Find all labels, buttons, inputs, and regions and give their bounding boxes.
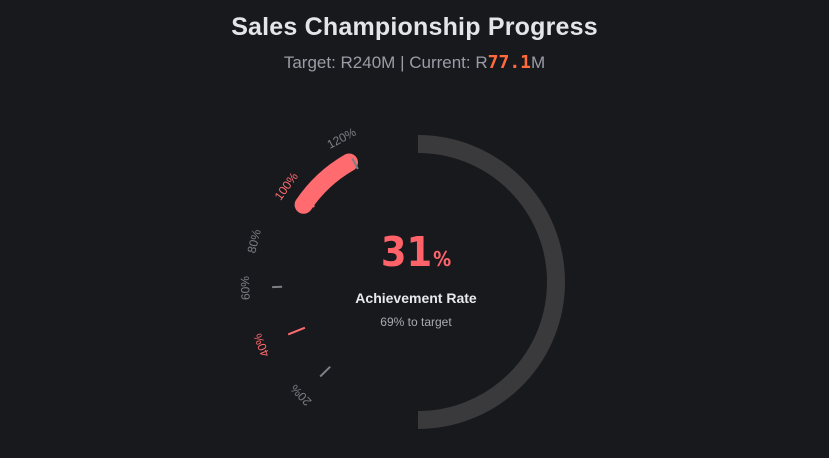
header: Sales Championship Progress Target: R240… bbox=[0, 0, 829, 73]
tick-120-label: 120% bbox=[325, 125, 359, 152]
tick-20-label: 20% bbox=[287, 381, 314, 408]
tick-40-label: 40% bbox=[250, 331, 272, 359]
percent-unit: % bbox=[433, 247, 452, 271]
gauge-center: 31% Achievement Rate 69% to target bbox=[316, 228, 516, 329]
tick-100-mark bbox=[304, 198, 315, 208]
achievement-label: Achievement Rate bbox=[355, 290, 477, 306]
page-title: Sales Championship Progress bbox=[231, 13, 598, 41]
tick-120-mark bbox=[351, 157, 359, 170]
gauge-progress-arc bbox=[294, 153, 358, 214]
remaining-label: 69% to target bbox=[380, 315, 452, 329]
tick-80-label: 80% bbox=[244, 228, 263, 255]
current-suffix: M bbox=[531, 53, 546, 72]
tick-100-label: 100% bbox=[272, 170, 302, 203]
tick-40-mark bbox=[287, 326, 306, 336]
tick-20-mark bbox=[319, 365, 331, 378]
separator: | bbox=[400, 53, 405, 72]
current-prefix: Current: R bbox=[409, 53, 488, 72]
current-value: 77.1 bbox=[487, 52, 531, 73]
target-text: Target: R240M bbox=[283, 53, 396, 72]
gauge-track bbox=[417, 135, 565, 429]
achievement-percent: 31% bbox=[316, 228, 516, 276]
subtitle: Target: R240M | Current: R77.1M bbox=[0, 52, 829, 73]
tick-60-label: 60% bbox=[238, 275, 253, 300]
percent-value: 31 bbox=[380, 228, 433, 276]
